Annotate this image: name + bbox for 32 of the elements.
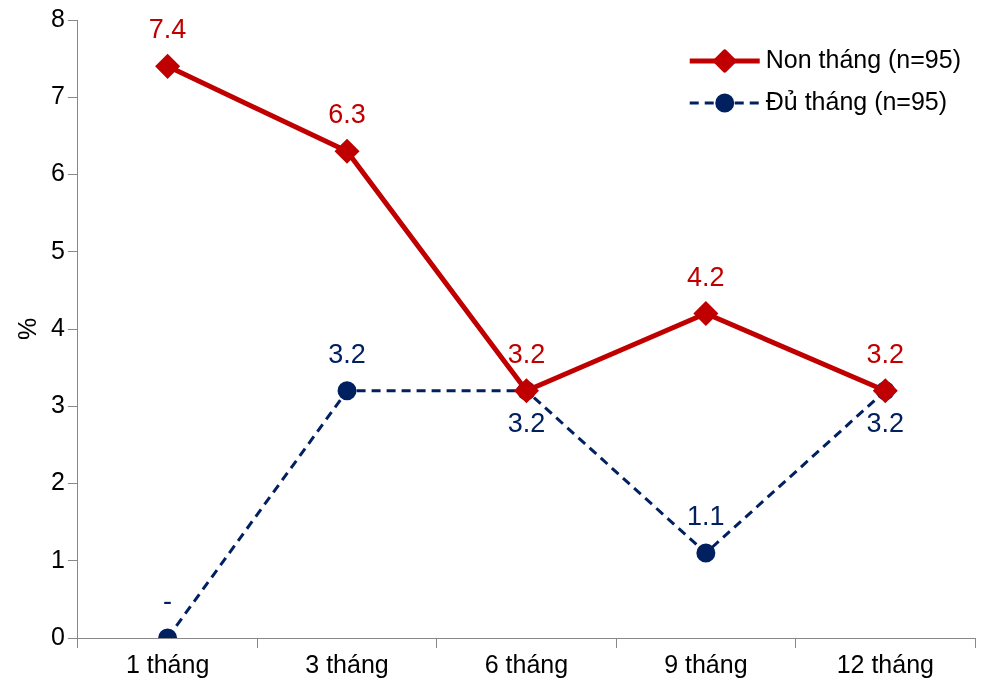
y-tick-label: 4 xyxy=(51,312,65,341)
data-label: 3.2 xyxy=(328,338,366,369)
x-tick-label: 3 tháng xyxy=(305,649,389,678)
y-axis-title: % xyxy=(12,317,41,341)
point xyxy=(335,139,359,163)
data-label: 4.2 xyxy=(687,261,725,292)
y-tick-label: 3 xyxy=(51,390,65,419)
y-tick-label: 6 xyxy=(51,158,65,187)
data-label: 3.2 xyxy=(507,338,546,369)
x-tick-label: 6 tháng xyxy=(484,649,569,678)
x-tick-label: 9 tháng xyxy=(664,649,748,678)
data-label: 1.1 xyxy=(687,500,725,531)
point xyxy=(696,543,716,563)
point xyxy=(156,54,180,78)
y-tick-label: 1 xyxy=(51,544,65,573)
x-tick-label: 1 tháng xyxy=(125,649,210,678)
y-tick-label: 2 xyxy=(51,467,65,496)
point xyxy=(337,381,357,401)
data-label: 3.2 xyxy=(507,407,546,438)
y-tick-label: 7 xyxy=(51,81,65,110)
x-tick-label: 12 tháng xyxy=(836,649,934,678)
legend-label: Đủ tháng (n=95) xyxy=(765,86,948,115)
y-tick-label: 8 xyxy=(51,3,65,32)
data-label: 7.4 xyxy=(148,14,187,45)
data-label: 3.2 xyxy=(866,407,905,438)
legend-label: Non tháng (n=95) xyxy=(765,44,962,73)
y-tick-label: 0 xyxy=(51,621,65,650)
data-label: 3.2 xyxy=(866,338,905,369)
y-tick-label: 5 xyxy=(51,235,65,264)
data-label: - xyxy=(163,585,173,616)
point xyxy=(694,302,718,326)
data-label: 6.3 xyxy=(328,99,366,130)
